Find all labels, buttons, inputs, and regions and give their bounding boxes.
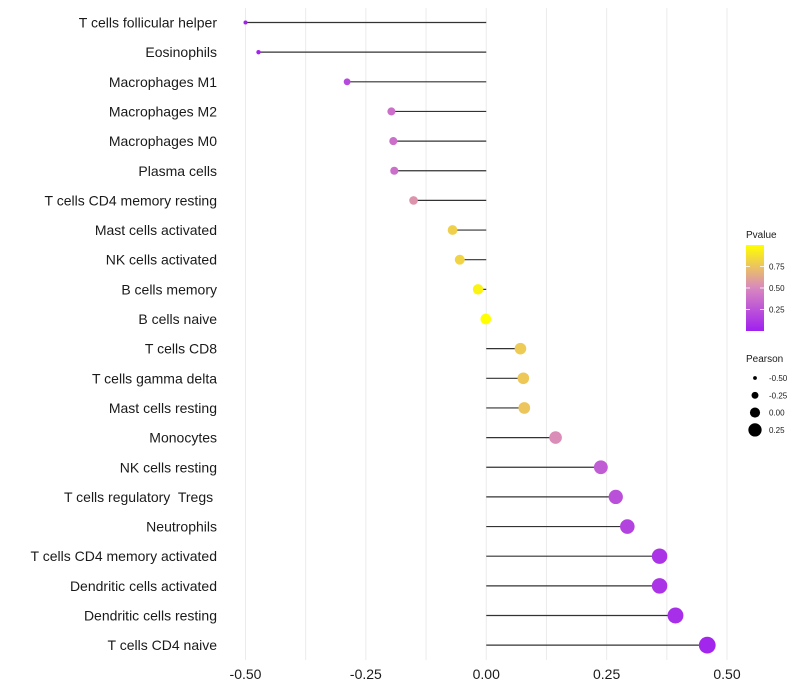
size-legend-dot	[753, 376, 757, 380]
y-tick-label: B cells memory	[121, 281, 217, 297]
y-tick-label: T cells CD4 naive	[108, 637, 218, 653]
colorbar-tick-label: 0.50	[769, 284, 785, 293]
x-tick-label: 0.50	[713, 666, 740, 682]
data-point	[387, 107, 396, 116]
y-tick-label: T cells gamma delta	[92, 370, 217, 386]
data-point	[472, 284, 484, 295]
y-tick-label: T cells regulatory Tregs	[64, 489, 217, 505]
size-legend-label: 0.00	[769, 409, 785, 418]
data-point	[667, 607, 684, 624]
data-point	[620, 519, 635, 534]
points	[243, 20, 716, 654]
segments	[245, 21, 708, 646]
y-tick-label: Macrophages M1	[109, 74, 217, 90]
data-point	[480, 313, 492, 325]
size-legend-label: -0.25	[769, 391, 788, 400]
size-legend-dot	[748, 423, 762, 437]
data-point	[651, 578, 668, 594]
pearson-legend-keys: -0.50 -0.25 0.00 0.25	[748, 374, 788, 437]
data-point	[447, 225, 458, 235]
y-tick-label: B cells naive	[138, 311, 217, 327]
pearson-legend-title: Pearson	[746, 354, 783, 365]
pearson-legend: Pearson -0.50 -0.25 0.00 0.25	[746, 354, 788, 437]
data-point	[389, 137, 398, 146]
y-tick-label: Mast cells activated	[95, 222, 217, 238]
colorbar-tick-label: 0.25	[769, 306, 785, 315]
data-point	[518, 402, 531, 414]
y-tick-label: Eosinophils	[145, 44, 217, 60]
y-tick-label: Macrophages M0	[109, 133, 217, 149]
x-axis-tick-labels: -0.50 -0.25 0.00 0.25 0.50	[230, 666, 741, 682]
y-tick-label: Dendritic cells resting	[84, 608, 217, 624]
size-legend-dot	[751, 391, 759, 399]
data-point	[608, 489, 623, 505]
data-point	[517, 372, 530, 385]
y-tick-label: Plasma cells	[138, 163, 217, 179]
x-tick-label: -0.50	[230, 666, 262, 682]
size-legend-label: -0.50	[769, 374, 788, 383]
data-point	[698, 636, 716, 654]
size-legend-dot	[749, 407, 761, 418]
data-point	[514, 342, 527, 355]
grid-lines	[245, 8, 728, 660]
data-point	[454, 254, 465, 265]
y-tick-label: NK cells resting	[120, 459, 217, 475]
pvalue-legend: Pvalue 0.25 0.50 0.75	[746, 230, 785, 331]
y-tick-label: Dendritic cells activated	[70, 578, 217, 594]
colorbar-tick-label: 0.75	[769, 263, 785, 272]
pvalue-colorbar	[746, 245, 764, 331]
size-legend-label: 0.25	[769, 426, 785, 435]
y-tick-label: Macrophages M2	[109, 103, 217, 119]
data-point	[409, 196, 418, 205]
data-point	[243, 20, 248, 25]
x-tick-label: -0.25	[350, 666, 382, 682]
data-point	[549, 431, 562, 444]
x-tick-label: 0.25	[593, 666, 620, 682]
data-point	[651, 548, 668, 564]
y-tick-label: Monocytes	[149, 430, 217, 446]
y-axis-labels: T cells follicular helper Eosinophils Macr…	[31, 15, 218, 654]
y-tick-label: T cells CD4 memory resting	[45, 192, 217, 208]
y-tick-label: Neutrophils	[146, 519, 217, 535]
data-point	[390, 166, 399, 175]
data-point	[343, 78, 351, 86]
y-tick-label: NK cells activated	[106, 252, 217, 268]
y-tick-label: Mast cells resting	[109, 400, 217, 416]
pvalue-legend-title: Pvalue	[746, 230, 777, 241]
data-point	[593, 460, 608, 475]
y-tick-label: T cells follicular helper	[79, 15, 218, 31]
y-tick-label: T cells CD8	[145, 341, 217, 357]
y-tick-label: T cells CD4 memory activated	[31, 548, 217, 564]
data-point	[256, 49, 261, 55]
x-tick-label: 0.00	[473, 666, 500, 682]
pvalue-colorbar-ticks: 0.25 0.50 0.75	[746, 263, 785, 315]
